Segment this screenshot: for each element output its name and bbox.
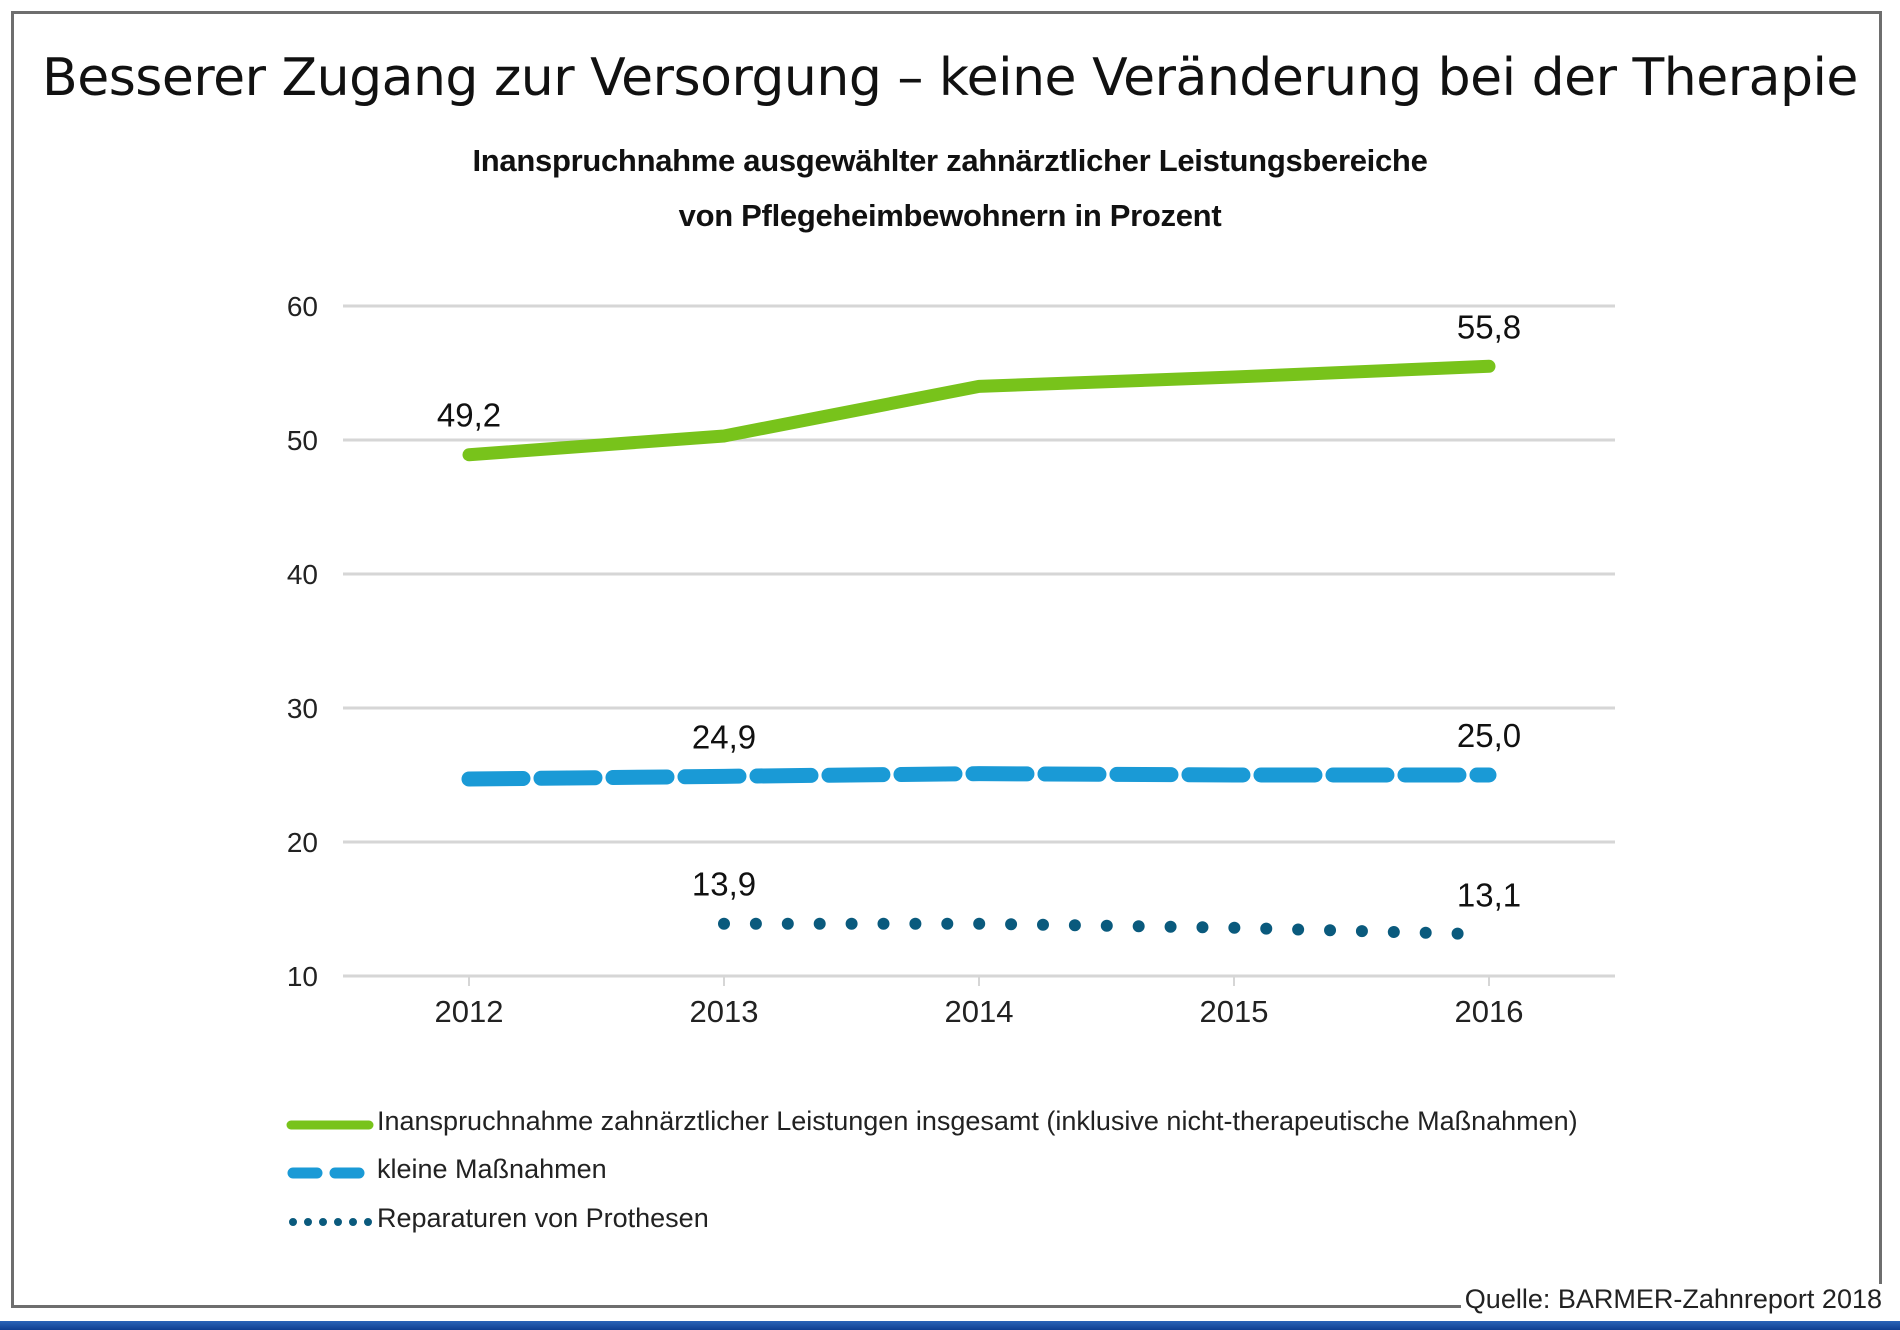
source-note: Quelle: BARMER-Zahnreport 2018 [1460, 1284, 1882, 1315]
data-label-total: 49,2 [437, 397, 501, 434]
series-line-repairs [718, 917, 1495, 941]
legend-item-small: kleine Maßnahmen [285, 1148, 1785, 1188]
chart-subtitle-line1: Inanspruchnahme ausgewählter zahnärztlic… [472, 143, 1428, 178]
y-tick-label: 50 [287, 425, 318, 456]
series-line-small [461, 766, 1497, 787]
data-label-total: 55,8 [1457, 308, 1521, 345]
y-tick-label: 30 [287, 693, 318, 724]
legend-swatch-dashed [287, 1167, 373, 1179]
y-tick-label: 60 [287, 291, 318, 322]
y-tick-label: 20 [287, 827, 318, 858]
line-chart: 10 20 30 40 50 60 2012 2013 2014 2015 2016 49,2 55… [287, 291, 1615, 1029]
data-label-repairs: 13,1 [1457, 876, 1521, 913]
x-tick-label: 2014 [945, 994, 1014, 1029]
legend-item-total: Inanspruchnahme zahnärztlicher Leistunge… [285, 1100, 1785, 1140]
chart-title: Besserer Zugang zur Versorgung – keine V… [42, 48, 1858, 108]
data-label-repairs: 13,9 [692, 866, 756, 903]
legend-label-repairs: Reparaturen von Prothesen [377, 1203, 709, 1233]
x-tick-label: 2012 [435, 994, 504, 1029]
bottom-accent-bar [0, 1321, 1900, 1330]
x-axis-tick-labels: 2012 2013 2014 2015 2016 [435, 976, 1524, 1029]
y-tick-label: 40 [287, 559, 318, 590]
legend-label-small: kleine Maßnahmen [377, 1154, 607, 1184]
gridlines [343, 304, 1615, 978]
y-axis-tick-labels: 10 20 30 40 50 60 [287, 291, 318, 992]
legend-swatch-solid [286, 1120, 374, 1130]
legend-item-repairs: Reparaturen von Prothesen [285, 1197, 1785, 1237]
chart-subtitle-line2: von Pflegeheimbewohnern in Prozent [678, 198, 1222, 233]
x-tick-label: 2016 [1455, 994, 1524, 1029]
legend-label-total: Inanspruchnahme zahnärztlicher Leistunge… [377, 1106, 1578, 1136]
series-line-total [462, 359, 1496, 462]
y-tick-label: 10 [287, 961, 318, 992]
data-label-small: 24,9 [692, 718, 756, 755]
x-tick-label: 2015 [1200, 994, 1269, 1029]
chart-frame [11, 11, 1882, 1308]
series-lines [461, 359, 1497, 941]
data-label-small: 25,0 [1457, 717, 1521, 754]
legend-swatch-dotted [289, 1218, 373, 1226]
x-tick-label: 2013 [690, 994, 759, 1029]
data-labels: 49,2 55,8 24,9 25,0 13,9 13,1 [437, 308, 1521, 913]
